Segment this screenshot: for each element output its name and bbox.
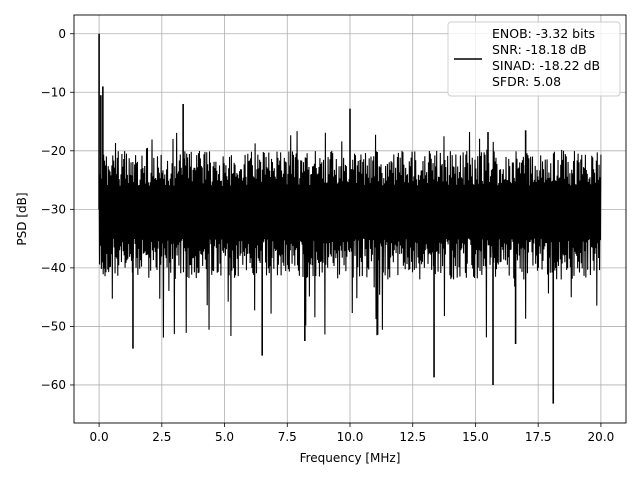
x-axis-label: Frequency [MHz] xyxy=(300,451,401,465)
legend-sfdr: SFDR: 5.08 xyxy=(492,74,561,89)
plot-data xyxy=(98,33,602,404)
axis-ticks: 0.0 2.5 5.0 7.5 10.0 12.5 15.0 17.5 20.0 0 −10 −20 −… xyxy=(41,27,615,444)
y-tick-label: −60 xyxy=(41,378,66,392)
x-tick-label: 17.5 xyxy=(525,430,552,444)
y-tick-label: −10 xyxy=(41,85,66,99)
x-tick-label: 5.0 xyxy=(215,430,234,444)
legend-enob: ENOB: -3.32 bits xyxy=(492,26,595,41)
y-tick-label: −40 xyxy=(41,261,66,275)
y-tick-label: −20 xyxy=(41,144,66,158)
x-tick-label: 2.5 xyxy=(152,430,171,444)
x-tick-label: 10.0 xyxy=(337,430,364,444)
x-tick-label: 12.5 xyxy=(399,430,426,444)
legend-box xyxy=(447,21,621,97)
legend-snr: SNR: -18.18 dB xyxy=(492,42,587,57)
x-tick-label: 15.0 xyxy=(462,430,489,444)
x-tick-label: 0.0 xyxy=(90,430,109,444)
y-axis-label: PSD [dB] xyxy=(15,192,29,245)
y-tick-label: 0 xyxy=(58,27,66,41)
y-tick-label: −50 xyxy=(41,320,66,334)
x-tick-label: 20.0 xyxy=(588,430,615,444)
y-tick-label: −30 xyxy=(41,203,66,217)
x-tick-label: 7.5 xyxy=(278,430,297,444)
legend-sinad: SINAD: -18.22 dB xyxy=(492,58,600,73)
legend: ENOB: -3.32 bits SNR: -18.18 dB SINAD: -… xyxy=(447,21,621,97)
